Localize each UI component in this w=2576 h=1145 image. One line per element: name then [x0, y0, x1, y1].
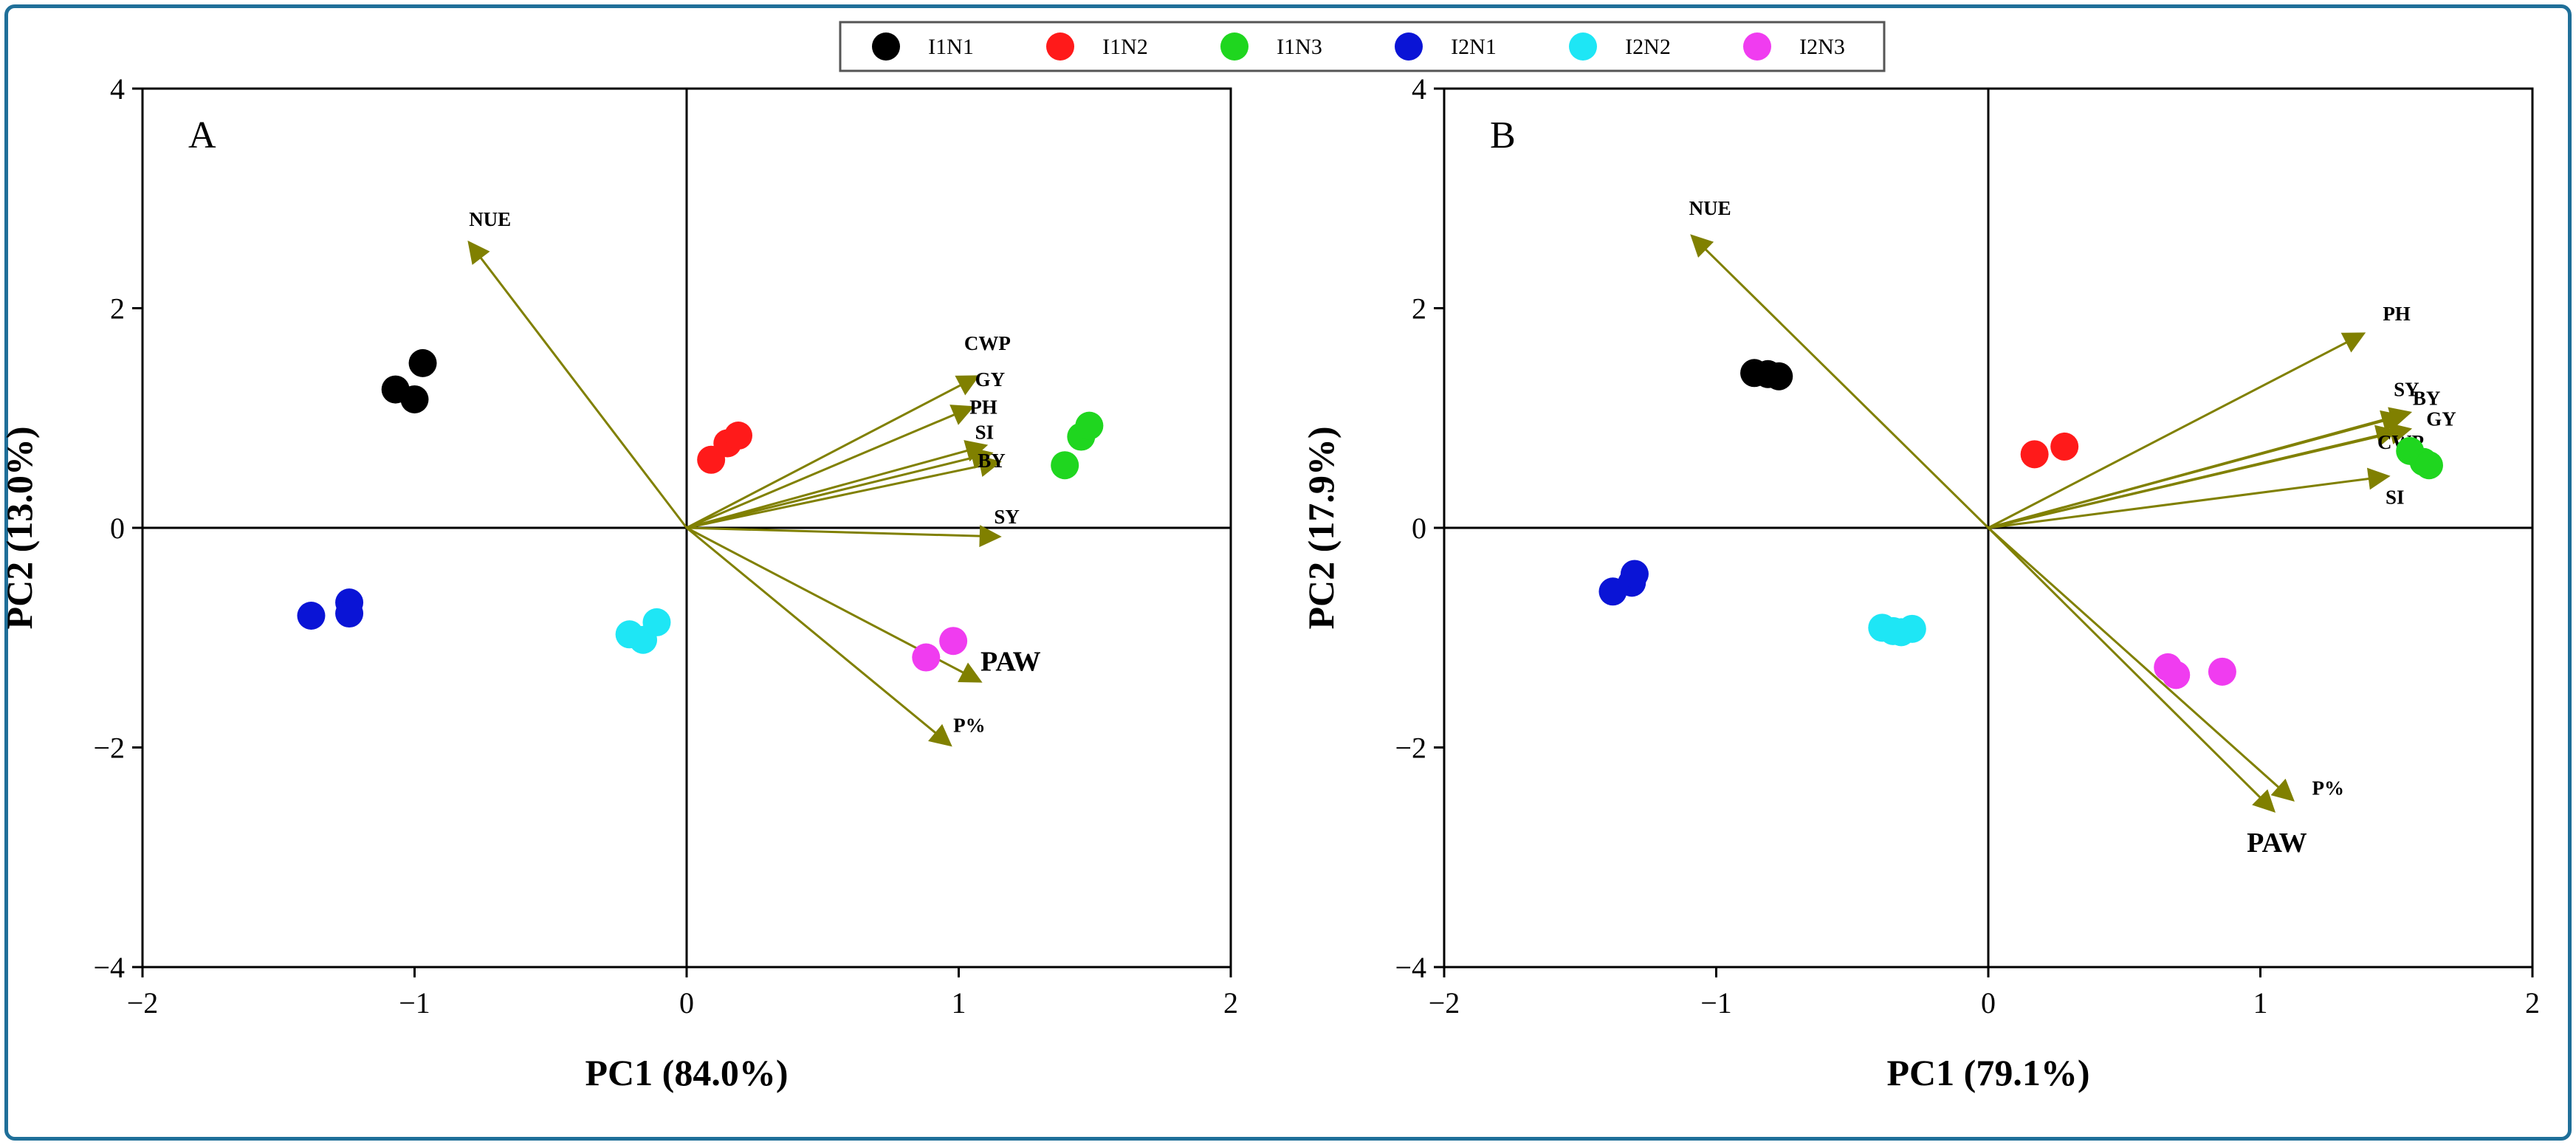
vector-label-ph: PH: [969, 396, 997, 418]
loading-vector-ppct: [686, 526, 952, 747]
y-tick-label: 0: [110, 512, 125, 545]
vector-label-nue: NUE: [469, 208, 511, 230]
x-tick-label: −1: [1700, 986, 1732, 1020]
loading-vector-by: [686, 455, 1002, 529]
legend-marker-i2n3: [1743, 32, 1771, 61]
loading-vector-si: [1988, 467, 2391, 529]
vector-label-ppct: P%: [2312, 777, 2345, 799]
score-point-i2n3: [939, 627, 968, 656]
score-point-i1n2: [724, 422, 753, 450]
y-tick-label: 4: [110, 72, 125, 106]
vector-label-sy: SY: [994, 506, 1020, 528]
legend-label-i2n2: I2N2: [1625, 35, 1671, 59]
x-tick-label: −2: [127, 986, 159, 1020]
x-tick-label: 1: [2253, 986, 2268, 1020]
x-tick-label: 2: [1223, 986, 1238, 1020]
vector-label-paw: PAW: [980, 646, 1041, 677]
score-point-i2n2: [642, 608, 671, 636]
loading-vector-paw: [1987, 526, 2276, 813]
figure-frame: [4, 4, 2572, 1141]
score-point-i2n1: [1620, 560, 1649, 588]
loading-vector-nue: [467, 240, 688, 529]
vector-label-by: BY: [978, 450, 1006, 472]
score-point-i1n2: [2050, 432, 2079, 461]
vector-label-si: SI: [2386, 486, 2405, 508]
legend-marker-i2n2: [1569, 32, 1597, 61]
score-point-i2n1: [335, 599, 364, 628]
y-tick-label: −4: [93, 951, 125, 984]
legend-box: [839, 21, 1886, 72]
vector-label-ph: PH: [2383, 303, 2411, 325]
vector-label-gy: GY: [2426, 408, 2456, 430]
vector-label-by: BY: [2413, 387, 2441, 409]
loading-vector-cwp: [1988, 424, 2399, 529]
score-point-i1n3: [1075, 411, 1104, 440]
loading-vector-ph: [686, 440, 989, 529]
x-axis-title: PC1 (84.0%): [585, 1052, 789, 1093]
legend: I1N1 I1N2 I1N3 I2N1 I2N2 I2N3: [839, 21, 1886, 72]
loading-vector-si: [686, 447, 994, 529]
x-tick-label: 0: [679, 986, 694, 1020]
vector-label-gy: GY: [975, 368, 1006, 391]
y-tick-label: 4: [1412, 72, 1426, 106]
loading-vector-sy: [686, 525, 1002, 548]
score-point-i2n2: [1897, 614, 1926, 643]
score-point-i2n3: [2162, 661, 2191, 690]
loading-vector-by: [1988, 407, 2413, 529]
y-tick-label: 2: [1412, 292, 1426, 326]
score-point-i2n1: [297, 602, 326, 630]
score-point-i1n3: [1051, 451, 1079, 480]
y-axis-title: PC2 (13.0%): [0, 427, 40, 630]
vector-label-cwp: CWP: [964, 332, 1011, 354]
legend-label-i1n3: I1N3: [1277, 35, 1322, 59]
y-axis-title: PC2 (17.9%): [1300, 427, 1342, 630]
x-axis-title: PC1 (79.1%): [1887, 1052, 2090, 1093]
x-tick-label: −1: [399, 986, 430, 1020]
score-point-i1n1: [408, 348, 437, 377]
score-point-i1n1: [400, 385, 429, 413]
score-point-i2n3: [2208, 657, 2236, 686]
y-tick-label: −4: [1395, 951, 1426, 984]
legend-label-i1n1: I1N1: [928, 35, 974, 59]
x-tick-label: 2: [2525, 986, 2540, 1020]
legend-label-i1n2: I1N2: [1102, 35, 1148, 59]
loading-vector-cwp: [686, 375, 980, 529]
score-point-i1n2: [2020, 440, 2049, 469]
vector-label-ppct: P%: [953, 715, 986, 737]
legend-marker-i1n3: [1220, 32, 1248, 61]
vector-label-paw: PAW: [2247, 828, 2307, 859]
vector-label-nue: NUE: [1689, 197, 1731, 219]
legend-marker-i1n1: [872, 32, 900, 61]
y-tick-label: 0: [1412, 512, 1426, 545]
x-tick-label: 1: [952, 986, 966, 1020]
loading-vector-gy: [686, 405, 975, 529]
score-point-i1n3: [2414, 451, 2443, 480]
y-tick-label: −2: [93, 732, 125, 765]
legend-label-i2n1: I2N1: [1451, 35, 1497, 59]
legend-marker-i2n1: [1395, 32, 1423, 61]
score-point-i1n1: [1765, 362, 1793, 391]
vector-label-si: SI: [975, 422, 995, 444]
y-tick-label: 2: [110, 292, 125, 326]
legend-marker-i1n2: [1046, 32, 1074, 61]
legend-label-i2n3: I2N3: [1799, 35, 1845, 59]
y-tick-label: −2: [1395, 732, 1426, 765]
x-tick-label: 0: [1981, 986, 1996, 1020]
panel-letter: A: [188, 114, 216, 157]
loading-vector-nue: [1690, 234, 1990, 529]
x-tick-label: −2: [1429, 986, 1460, 1020]
loading-vector-ppct: [1988, 526, 2295, 802]
loading-vector-ph: [1988, 332, 2366, 529]
score-point-i2n3: [912, 643, 941, 672]
panel-letter: B: [1490, 114, 1516, 157]
vector-label-sy: SY: [2394, 379, 2419, 401]
